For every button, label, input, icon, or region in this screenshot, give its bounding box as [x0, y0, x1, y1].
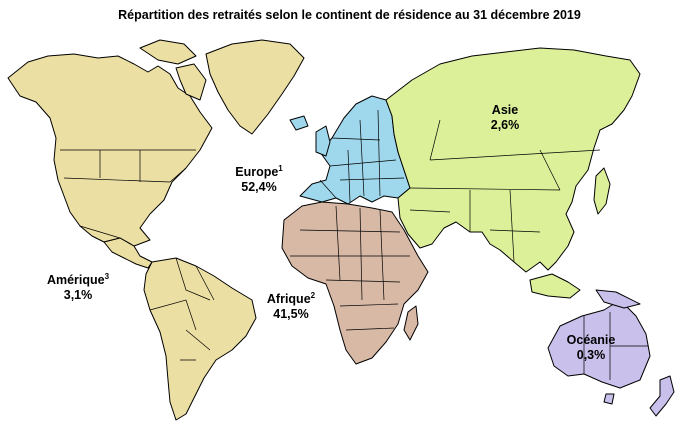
label-oceanie: Océanie 0,3% — [558, 333, 624, 363]
label-asie: Asie 2,6% — [480, 103, 530, 133]
label-oceanie-value: 0,3% — [576, 348, 606, 362]
new-zealand-shape — [649, 375, 675, 417]
iceland-shape — [289, 115, 309, 131]
africa-borders — [290, 205, 410, 331]
south-america-shape — [143, 257, 257, 421]
label-europe: Europe1 52,4% — [226, 165, 292, 195]
tasmania-shape — [603, 393, 615, 405]
region-asie — [385, 47, 641, 299]
africa-shape — [281, 201, 429, 365]
region-amerique — [7, 39, 305, 421]
map-title: Répartition des retraités selon le conti… — [118, 8, 581, 22]
japan-shape — [593, 167, 611, 215]
label-amerique: Amérique3 3,1% — [36, 273, 120, 303]
asia-shape — [385, 47, 641, 273]
south-america-borders — [149, 257, 215, 361]
label-afrique: Afrique2 41,5% — [258, 292, 324, 322]
north-america-borders — [60, 149, 196, 239]
label-asie-value: 2,6% — [490, 118, 520, 132]
australia-borders — [583, 312, 648, 380]
label-afrique-note: 2 — [310, 291, 316, 300]
region-afrique — [281, 201, 429, 365]
label-afrique-name: Afrique — [266, 292, 311, 306]
britain-shape — [315, 125, 331, 157]
southeast-asia-islands-shape — [529, 273, 581, 299]
greenland-shape — [205, 39, 305, 135]
asia-borders — [409, 119, 601, 263]
canadian-islands-shape — [139, 39, 197, 65]
label-oceanie-name: Océanie — [566, 333, 616, 347]
madagascar-shape — [403, 305, 419, 341]
europe-borders — [319, 109, 405, 203]
label-afrique-value: 41,5% — [273, 307, 309, 321]
label-europe-name: Europe — [235, 165, 279, 179]
region-oceanie — [547, 289, 675, 417]
central-america-shape — [103, 237, 153, 269]
label-europe-note: 1 — [278, 164, 283, 173]
label-asie-name: Asie — [491, 103, 519, 117]
label-europe-value: 52,4% — [241, 180, 277, 194]
papua-shape — [595, 289, 641, 309]
region-europe — [289, 95, 411, 205]
label-amerique-value: 3,1% — [63, 288, 93, 302]
label-amerique-name: Amérique — [46, 273, 105, 287]
baffin-island-shape — [175, 63, 207, 101]
australia-shape — [547, 299, 651, 389]
label-amerique-note: 3 — [104, 272, 110, 281]
